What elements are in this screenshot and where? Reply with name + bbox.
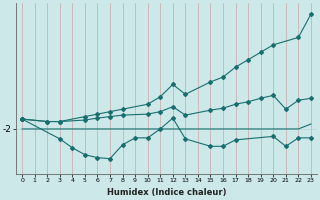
X-axis label: Humidex (Indice chaleur): Humidex (Indice chaleur) <box>107 188 226 197</box>
